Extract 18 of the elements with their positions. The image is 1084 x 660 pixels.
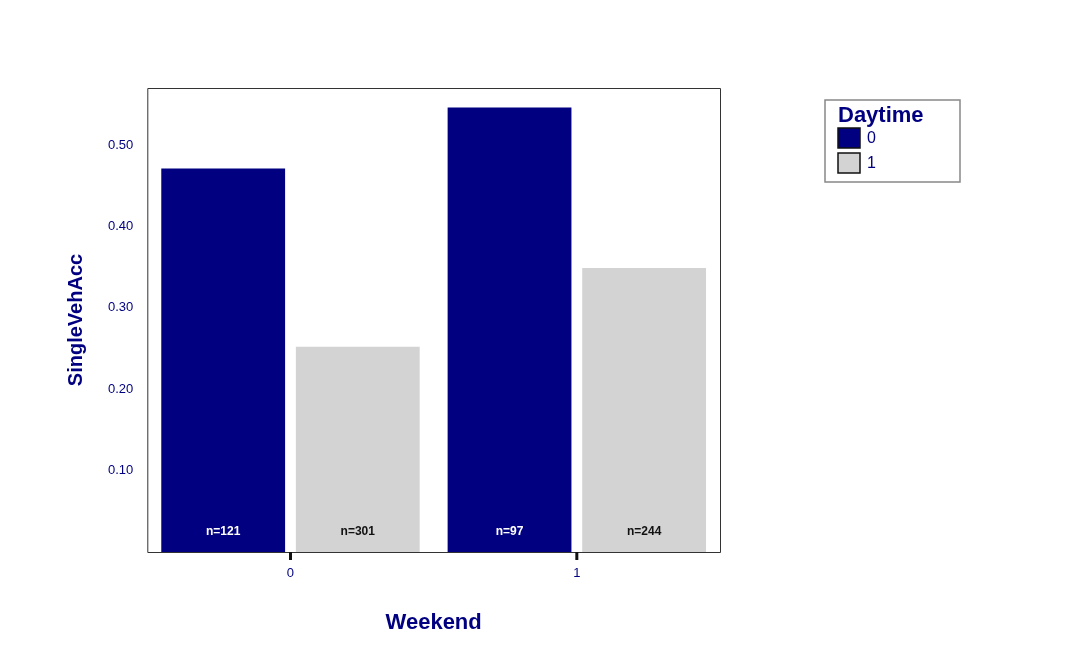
annotation: n=244 [626, 524, 662, 539]
y-tick-label: 0.30 [107, 299, 134, 315]
annotation: n=97 [495, 524, 524, 539]
annotation: n=301 [340, 524, 376, 539]
bar [447, 107, 572, 552]
legend-label: 1 [867, 154, 876, 172]
y-tick-label: 0.50 [107, 136, 134, 152]
bar [582, 267, 707, 552]
y-tick-label: 0.20 [107, 380, 134, 396]
legend-label: 0 [867, 129, 876, 147]
y-tick-label: 0.10 [107, 462, 134, 478]
annotation: n=121 [206, 524, 241, 539]
bar [161, 168, 286, 552]
bar [295, 346, 420, 552]
x-axis-title: Weekend [385, 608, 482, 634]
y-axis-title: SingleVehAcc [63, 253, 86, 387]
legend-title: Daytime [838, 102, 924, 128]
y-tick-label: 0.40 [107, 217, 134, 233]
